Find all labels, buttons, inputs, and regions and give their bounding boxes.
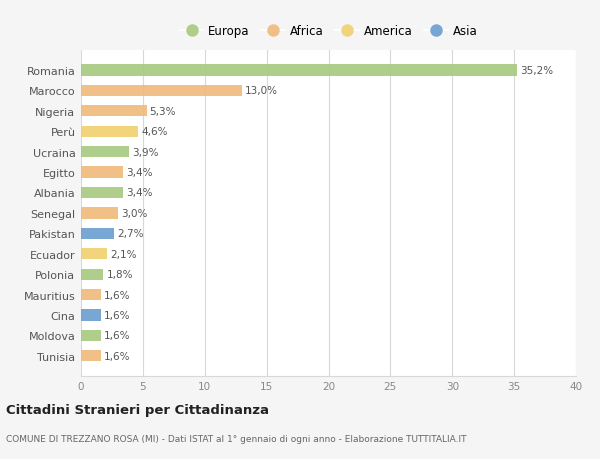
Text: 1,8%: 1,8%	[106, 269, 133, 280]
Bar	[81, 310, 101, 321]
Bar	[81, 208, 118, 219]
Bar	[81, 187, 123, 199]
Bar	[81, 269, 103, 280]
Text: 13,0%: 13,0%	[245, 86, 278, 96]
Text: 2,7%: 2,7%	[118, 229, 144, 239]
Bar	[81, 249, 107, 260]
Legend: Europa, Africa, America, Asia: Europa, Africa, America, Asia	[175, 21, 482, 43]
Bar	[81, 86, 242, 97]
Text: COMUNE DI TREZZANO ROSA (MI) - Dati ISTAT al 1° gennaio di ogni anno - Elaborazi: COMUNE DI TREZZANO ROSA (MI) - Dati ISTA…	[6, 434, 467, 442]
Bar	[81, 106, 146, 117]
Bar	[81, 147, 129, 158]
Text: 35,2%: 35,2%	[520, 66, 553, 76]
Bar	[81, 330, 101, 341]
Text: 4,6%: 4,6%	[141, 127, 167, 137]
Text: 3,4%: 3,4%	[126, 168, 152, 178]
Text: 1,6%: 1,6%	[104, 351, 130, 361]
Text: 1,6%: 1,6%	[104, 330, 130, 341]
Text: 5,3%: 5,3%	[149, 106, 176, 117]
Text: 3,9%: 3,9%	[133, 147, 159, 157]
Text: 3,4%: 3,4%	[126, 188, 152, 198]
Bar	[81, 65, 517, 77]
Text: 1,6%: 1,6%	[104, 290, 130, 300]
Bar	[81, 289, 101, 301]
Bar	[81, 228, 115, 240]
Bar	[81, 167, 123, 178]
Text: 1,6%: 1,6%	[104, 310, 130, 320]
Text: 3,0%: 3,0%	[121, 208, 148, 218]
Bar	[81, 126, 138, 138]
Text: Cittadini Stranieri per Cittadinanza: Cittadini Stranieri per Cittadinanza	[6, 403, 269, 416]
Bar	[81, 350, 101, 362]
Text: 2,1%: 2,1%	[110, 249, 137, 259]
